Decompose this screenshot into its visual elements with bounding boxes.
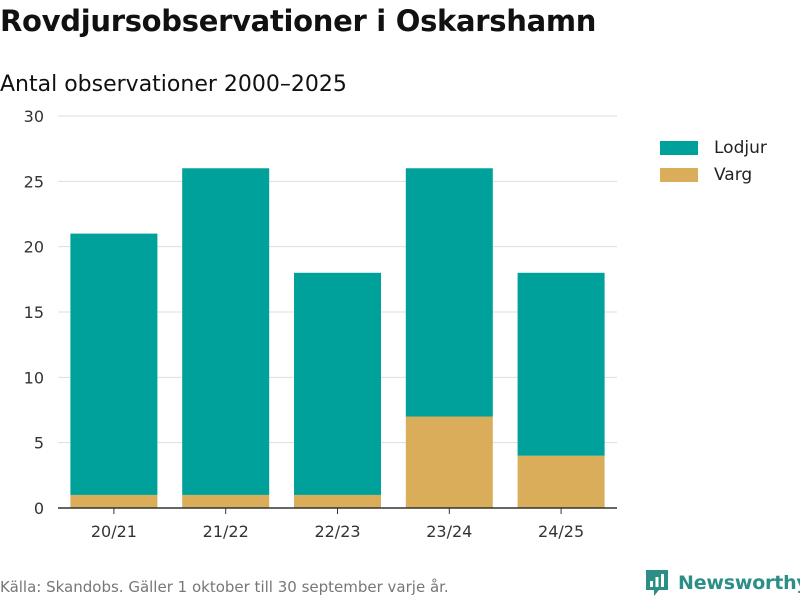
brand-logo[interactable]: Newsworthy: [644, 568, 800, 598]
x-tick-label: 23/24: [426, 522, 472, 541]
y-tick-label: 5: [34, 434, 44, 453]
newsworthy-logo-icon: [646, 570, 668, 596]
legend-item-lodjur: Lodjur: [660, 134, 767, 161]
brand-name: Newsworthy: [678, 572, 800, 594]
x-tick-label: 20/21: [91, 522, 137, 541]
bar-varg: [182, 494, 270, 508]
y-tick-label: 30: [24, 107, 44, 126]
x-tick-label: 22/23: [314, 522, 360, 541]
legend-label-varg: Varg: [714, 164, 753, 185]
legend-label-lodjur: Lodjur: [714, 137, 767, 158]
legend-item-varg: Varg: [660, 161, 767, 188]
chart-title: Rovdjursobservationer i Oskarshamn: [0, 4, 597, 38]
bar-lodjur: [182, 168, 270, 495]
bar-varg: [405, 416, 493, 508]
y-tick-label: 25: [24, 172, 44, 191]
bar-varg: [70, 494, 158, 508]
chart-legend: Lodjur Varg: [660, 134, 767, 188]
y-tick-label: 20: [24, 238, 44, 257]
x-tick-label: 24/25: [538, 522, 584, 541]
legend-swatch-varg: [660, 167, 698, 182]
bar-lodjur: [294, 272, 381, 495]
chart-subtitle: Antal observationer 2000–2025: [0, 72, 347, 97]
y-tick-label: 15: [24, 303, 44, 322]
source-note: Källa: Skandobs. Gäller 1 oktober till 3…: [0, 578, 449, 596]
y-tick-label: 10: [24, 368, 44, 387]
bar-varg: [517, 455, 605, 508]
x-tick-label: 21/22: [203, 522, 249, 541]
bar-lodjur: [405, 168, 493, 417]
y-tick-label: 0: [34, 499, 44, 518]
legend-swatch-lodjur: [660, 140, 698, 155]
bar-varg: [294, 494, 381, 508]
bar-lodjur: [70, 233, 158, 495]
bar-lodjur: [517, 272, 605, 456]
